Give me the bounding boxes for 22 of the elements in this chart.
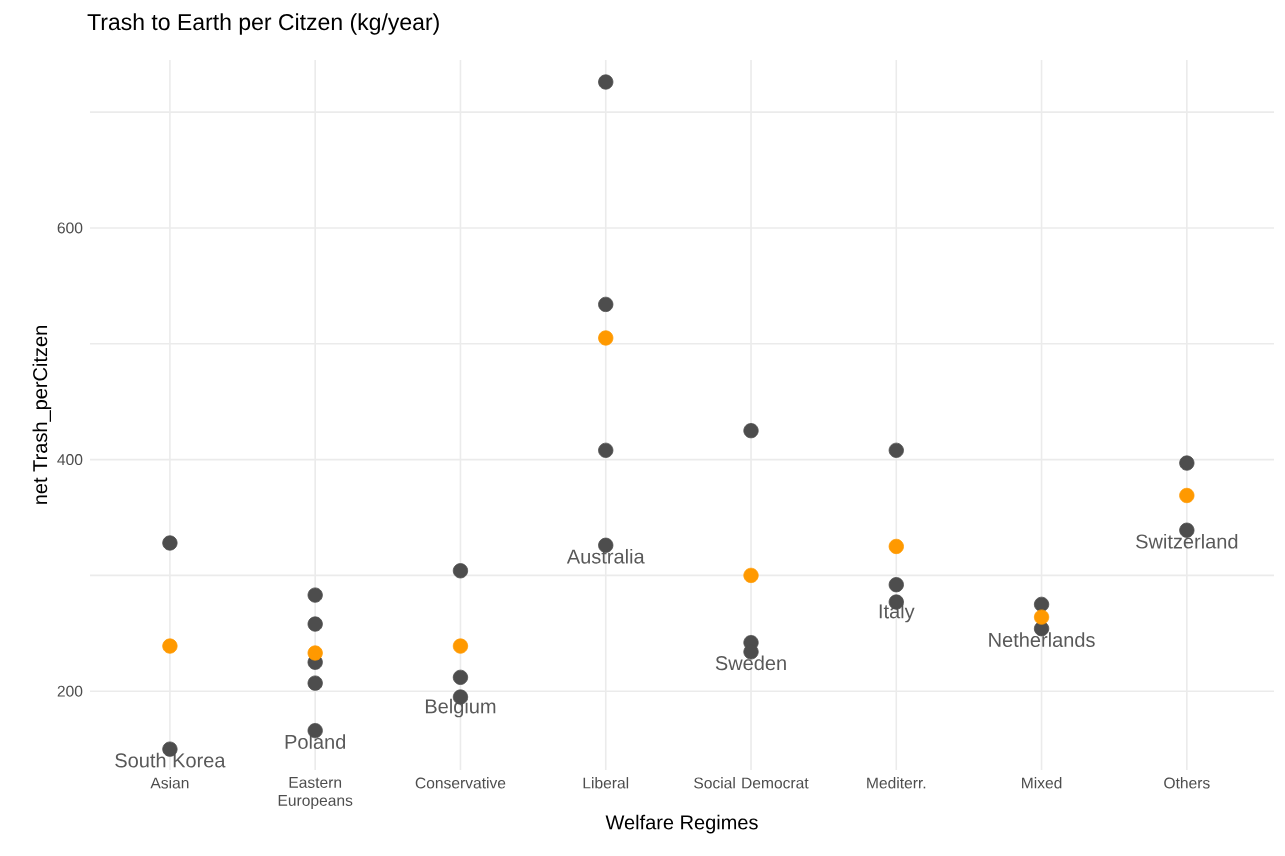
annotation: Belgium xyxy=(425,698,496,718)
annotation: Netherlands xyxy=(989,632,1095,648)
x-tick-label: Social Democrat xyxy=(694,777,809,789)
chart-title: Trash to Earth per Citzen (kg/year) xyxy=(87,13,439,35)
x-tick-label: Asian xyxy=(150,777,189,789)
x-tick-label: Mixed xyxy=(1022,777,1062,789)
annotation: Switzerland xyxy=(1136,533,1238,549)
x-tick-label: Conservative xyxy=(415,777,506,789)
annotation: Sweden xyxy=(715,655,786,671)
annotation: South Korea xyxy=(115,752,226,768)
y-tick-label: 400 xyxy=(57,454,83,466)
x-tick-label: Eastern Europeans xyxy=(278,777,353,810)
y-tick-label: 600 xyxy=(57,222,83,234)
y-tick-label: 200 xyxy=(57,685,83,697)
annotation: Poland xyxy=(285,734,346,749)
x-tick-label: Mediterr. xyxy=(867,777,926,789)
annotation: Italy xyxy=(879,603,915,623)
x-axis-title: Welfare Regimes xyxy=(605,814,758,834)
x-tick-label: Others xyxy=(1164,777,1210,789)
annotation: Australia xyxy=(566,548,645,564)
y-axis-title: net Trash_perCitzen xyxy=(32,326,52,504)
x-tick-label: Liberal xyxy=(583,777,629,789)
